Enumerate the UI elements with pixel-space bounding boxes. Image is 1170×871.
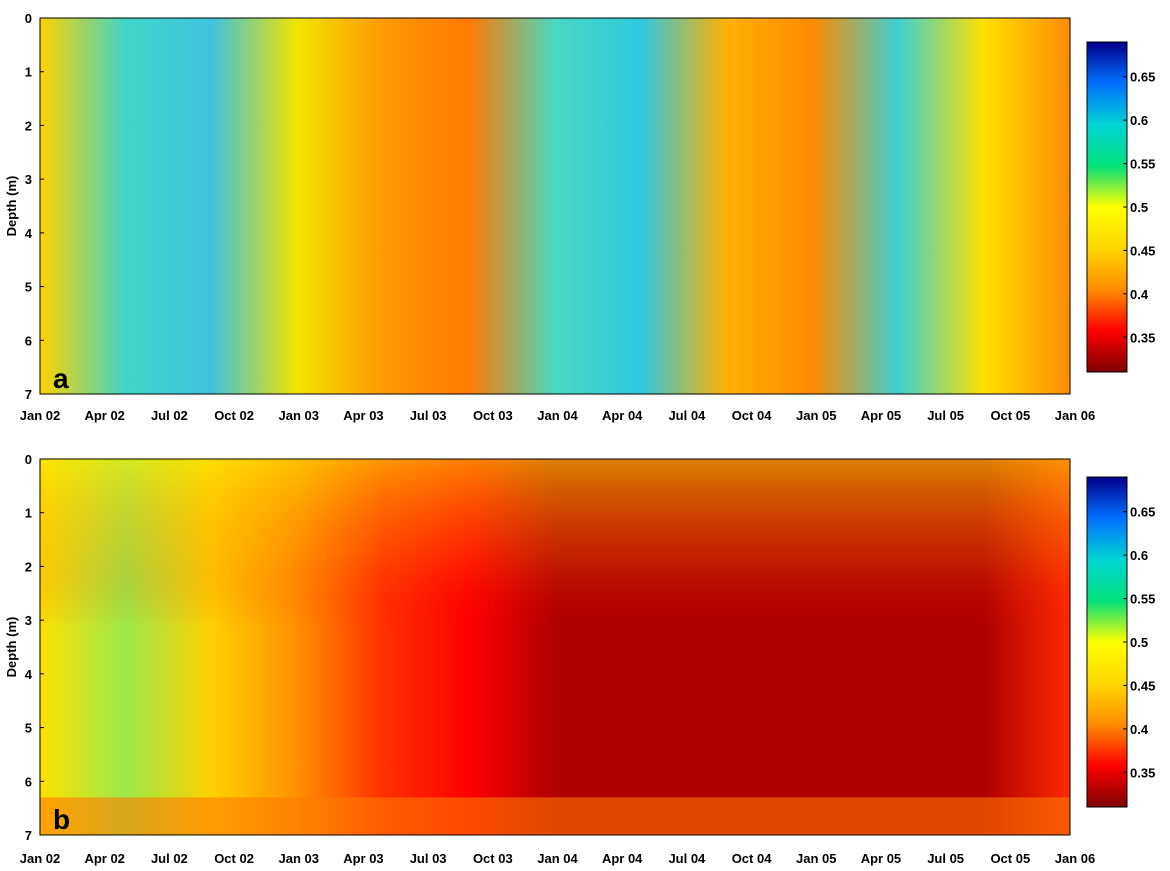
x-tick-label: Oct 05: [990, 851, 1030, 866]
colorbar-tick-label: 0.55: [1130, 157, 1155, 172]
x-tick-label: Jul 03: [410, 408, 447, 423]
x-tick-label: Jan 02: [20, 408, 60, 423]
y-tick-label: 2: [25, 118, 32, 133]
y-tick-label: 4: [25, 226, 33, 241]
colorbar: [1086, 476, 1128, 808]
x-tick-label: Oct 04: [732, 408, 773, 423]
colorbar-tick-label: 0.5: [1130, 200, 1148, 215]
colorbar-tick-label: 0.65: [1130, 505, 1155, 520]
x-tick-label: Jan 02: [20, 851, 60, 866]
colorbar-tick-label: 0.45: [1130, 678, 1155, 693]
y-tick-label: 1: [25, 506, 32, 521]
colorbar-tick-label: 0.45: [1130, 243, 1155, 258]
x-tick-label: Jan 04: [537, 408, 578, 423]
y-tick-label: 3: [25, 613, 32, 628]
x-tick-label: Jan 03: [279, 851, 319, 866]
colorbar-tick-label: 0.6: [1130, 548, 1148, 563]
x-tick-label: Jan 05: [796, 408, 836, 423]
x-tick-label: Jan 03: [279, 408, 319, 423]
bottom-layer: [40, 797, 1070, 835]
colorbar: [1086, 41, 1128, 373]
x-tick-label: Apr 02: [84, 851, 124, 866]
colorbar-tick-label: 0.35: [1130, 330, 1155, 345]
y-tick-label: 0: [25, 11, 32, 26]
x-tick-label: Jan 05: [796, 851, 836, 866]
x-tick-label: Jul 05: [927, 408, 964, 423]
plot-frame: [39, 458, 1071, 836]
x-tick-label: Jul 03: [410, 851, 447, 866]
panel-label: a: [53, 363, 69, 394]
x-tick-label: Apr 05: [861, 408, 901, 423]
colorbar-tick-label: 0.65: [1130, 70, 1155, 85]
y-tick-label: 6: [25, 774, 32, 789]
x-tick-label: Apr 02: [84, 408, 124, 423]
y-tick-label: 7: [25, 387, 32, 402]
y-axis-title: Depth (m): [4, 176, 19, 237]
y-tick-label: 6: [25, 333, 32, 348]
x-tick-label: Oct 02: [214, 408, 254, 423]
x-tick-label: Oct 02: [214, 851, 254, 866]
colorbar-tick-label: 0.35: [1130, 765, 1155, 780]
x-tick-label: Oct 03: [473, 408, 513, 423]
x-tick-label: Oct 05: [990, 408, 1030, 423]
y-tick-label: 5: [25, 280, 32, 295]
x-tick-label: Jan 04: [537, 851, 578, 866]
x-tick-label: Apr 04: [602, 851, 643, 866]
colorbar-tick-label: 0.5: [1130, 635, 1148, 650]
y-axis-title: Depth (m): [4, 617, 19, 678]
chart-panel-b: 0 1 2 3 4 5 6 7 Depth (m) Jan 02 Apr 02 Jul 02 Oct 0…: [0, 433, 1170, 866]
depth-overlay: [40, 459, 1070, 835]
y-tick-label: 2: [25, 559, 32, 574]
x-tick-label: Jul 02: [151, 408, 188, 423]
x-tick-label: Oct 03: [473, 851, 513, 866]
x-tick-label: Jul 02: [151, 851, 188, 866]
heatmap-chart-b: 0 1 2 3 4 5 6 7 Depth (m) Jan 02 Apr 02 Jul 02 Oct 0…: [4, 452, 1155, 866]
y-tick-label: 1: [25, 65, 32, 80]
y-tick-label: 3: [25, 172, 32, 187]
y-tick-label: 5: [25, 721, 32, 736]
x-tick-label: Apr 03: [343, 851, 383, 866]
colorbar-tick-label: 0.4: [1130, 722, 1149, 737]
colorbar-tick-label: 0.4: [1130, 287, 1149, 302]
x-tick-label: Jan 06: [1055, 851, 1095, 866]
x-tick-label: Jan 06: [1055, 408, 1095, 423]
y-tick-label: 4: [25, 667, 33, 682]
x-tick-label: Apr 04: [602, 408, 643, 423]
y-tick-label: 0: [25, 452, 32, 467]
x-tick-label: Jul 05: [927, 851, 964, 866]
heatmap-field: [40, 18, 1070, 394]
x-tick-label: Jul 04: [668, 851, 706, 866]
x-tick-label: Apr 05: [861, 851, 901, 866]
x-tick-label: Oct 04: [732, 851, 773, 866]
heatmap-chart-a: 0 1 2 3 4 5 6 7 Depth (m) Jan 02 Apr 02 Jul 02 Oct 0…: [4, 11, 1155, 423]
colorbar-tick-label: 0.55: [1130, 592, 1155, 607]
panel-label: b: [53, 804, 70, 835]
plot-frame: [39, 17, 1071, 395]
colorbar-tick-label: 0.6: [1130, 113, 1148, 128]
x-tick-label: Apr 03: [343, 408, 383, 423]
y-tick-label: 7: [25, 828, 32, 843]
x-tick-label: Jul 04: [668, 408, 706, 423]
chart-panel-a: 0 1 2 3 4 5 6 7 Depth (m) Jan 02 Apr 02 Jul 02 Oct 0…: [0, 0, 1170, 433]
